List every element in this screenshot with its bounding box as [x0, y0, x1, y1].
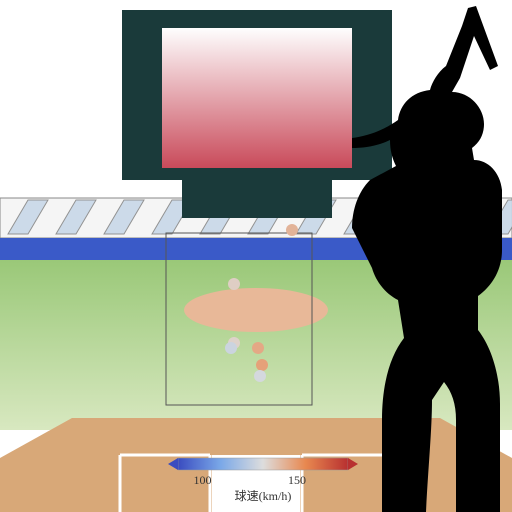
pitch-marker [252, 342, 264, 354]
pitch-marker [225, 342, 237, 354]
pitch-marker [286, 224, 298, 236]
pitch-marker [254, 370, 266, 382]
colorbar-tick: 150 [288, 473, 306, 487]
colorbar-label: 球速(km/h) [235, 489, 292, 503]
pitch-marker [256, 359, 268, 371]
pitch-marker [228, 278, 240, 290]
scoreboard-panel [162, 28, 352, 168]
colorbar-tick: 100 [194, 473, 212, 487]
